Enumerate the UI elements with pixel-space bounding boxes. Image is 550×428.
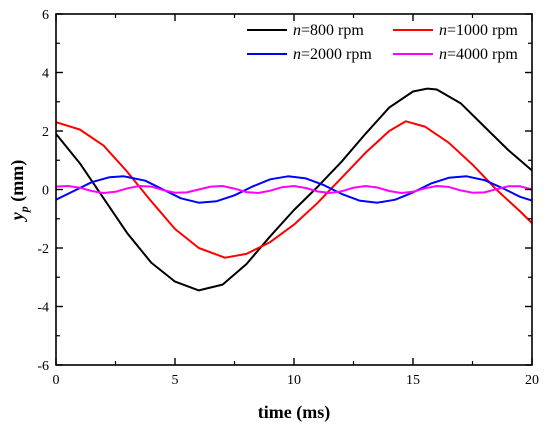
legend-item-2: n=2000 rpm (247, 46, 372, 63)
y-tick-label: -2 (37, 242, 49, 257)
legend-label: n=4000 rpm (439, 46, 518, 63)
y-tick-label: 4 (42, 67, 49, 82)
series-line-2 (55, 175, 533, 204)
x-tick-label: 0 (53, 373, 60, 388)
x-tick-label: 15 (406, 373, 420, 388)
plot-area: 0 5 10 15 20 -6 -4 -2 0 2 4 6 (37, 8, 539, 388)
y-tick-label: 0 (42, 184, 49, 199)
series-line-0 (55, 87, 533, 292)
series-line-3 (55, 185, 533, 194)
legend-item-3: n=4000 rpm (393, 46, 518, 63)
legend-label: n=1000 rpm (439, 22, 518, 39)
y-axis-title: yp (mm) (7, 160, 31, 222)
x-axis-title: time (ms) (258, 402, 330, 423)
y-axis-title-unit: (mm) (7, 160, 28, 206)
legend-item-1: n=1000 rpm (393, 22, 518, 39)
y-axis-title-main: y (7, 211, 27, 222)
legend-label: n=2000 rpm (293, 46, 372, 63)
x-tick-label: 10 (287, 373, 301, 388)
legend: n=800 rpm n=1000 rpm n=2000 rpm n=4000 rpm (247, 22, 518, 63)
x-tick-label: 5 (172, 373, 179, 388)
y-tick-label: -4 (37, 301, 49, 316)
y-axis-title-sub: p (17, 206, 31, 213)
series-layer (55, 87, 533, 292)
x-tick-label: 20 (525, 373, 539, 388)
y-tick-label: -6 (37, 359, 49, 374)
y-tick-label: 2 (42, 125, 49, 140)
legend-item-0: n=800 rpm (247, 22, 364, 39)
legend-label: n=800 rpm (293, 22, 364, 39)
y-tick-label: 6 (42, 8, 49, 23)
axis-ticks: 0 5 10 15 20 -6 -4 -2 0 2 4 6 (37, 8, 539, 388)
